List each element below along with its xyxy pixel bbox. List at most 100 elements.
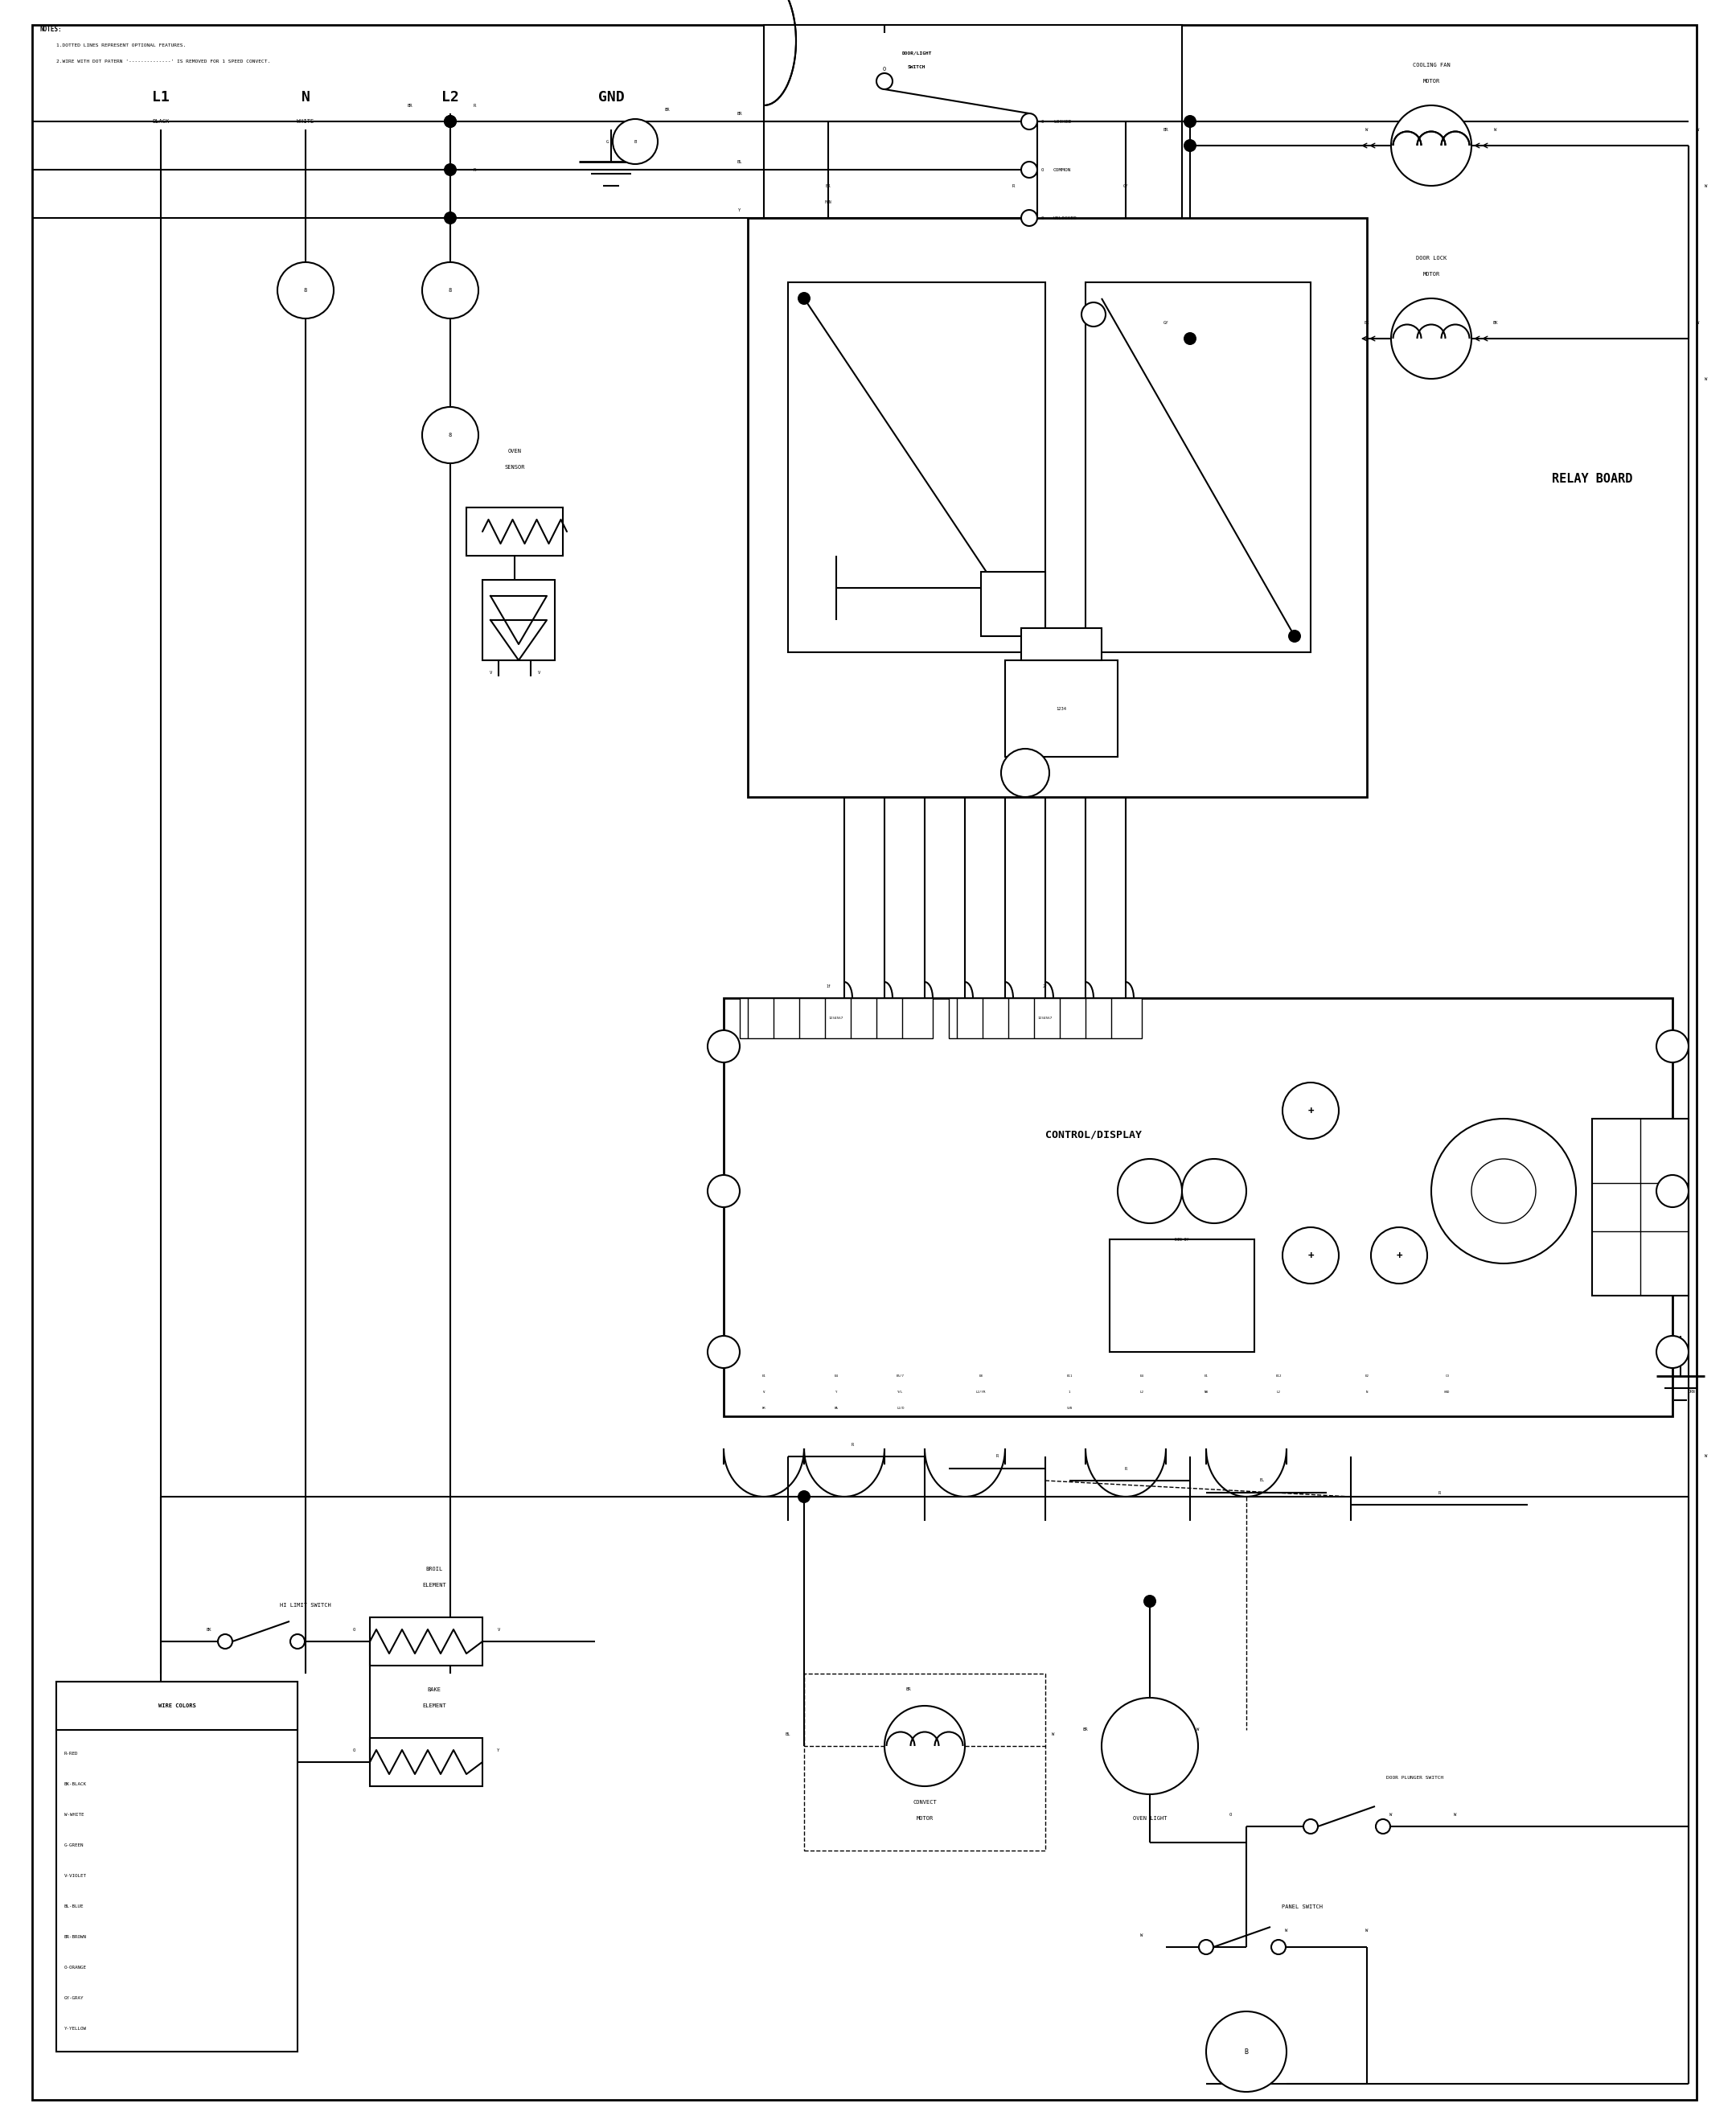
Circle shape (422, 408, 479, 463)
Text: W: W (1285, 1929, 1288, 1933)
Text: BL: BL (738, 159, 743, 164)
Text: GY: GY (1123, 185, 1128, 187)
Text: RELAY BOARD: RELAY BOARD (1552, 472, 1632, 484)
Text: E1: E1 (1205, 1374, 1208, 1378)
Text: CONVECT: CONVECT (913, 1799, 937, 1805)
Text: W: W (1141, 1933, 1142, 1937)
Text: Y-YELLOW: Y-YELLOW (64, 2026, 87, 2031)
Text: MOTOR: MOTOR (1424, 79, 1439, 83)
Bar (950, 998, 1142, 1039)
Circle shape (422, 261, 479, 319)
Text: R: R (851, 1442, 854, 1446)
Text: DOOR PLUNGER SWITCH: DOOR PLUNGER SWITCH (1387, 1776, 1444, 1780)
Text: Y: Y (496, 1748, 500, 1752)
Bar (1085, 282, 1311, 652)
Circle shape (219, 1633, 233, 1648)
Text: V-VIOLET: V-VIOLET (64, 1873, 87, 1878)
Circle shape (1021, 161, 1036, 178)
Text: W: W (1196, 1729, 1200, 1731)
Circle shape (1371, 1228, 1427, 1283)
Text: Y: Y (738, 208, 741, 212)
Text: V: V (496, 1627, 500, 1631)
Text: NB: NB (1205, 1391, 1208, 1393)
Text: GY: GY (1163, 321, 1168, 325)
Circle shape (1304, 1818, 1318, 1833)
Text: COMMON: COMMON (1054, 168, 1071, 172)
Circle shape (1021, 113, 1036, 130)
Text: O: O (1229, 1812, 1231, 1816)
Circle shape (1021, 210, 1036, 225)
Text: L1: L1 (153, 89, 170, 104)
Text: MOTOR: MOTOR (1424, 272, 1439, 276)
Text: R: R (1012, 185, 1014, 187)
Text: BR: BR (1163, 127, 1168, 132)
Text: CVB: CVB (1066, 1406, 1073, 1410)
Text: +: + (1396, 1251, 1403, 1262)
Text: G-GREEN: G-GREEN (64, 1844, 83, 1848)
Text: O: O (1042, 217, 1043, 221)
Text: CONTROL/DISPLAY: CONTROL/DISPLAY (1045, 1130, 1142, 1141)
Text: BR: BR (826, 185, 832, 187)
Text: E5/7: E5/7 (896, 1374, 904, 1378)
Bar (764, 25, 1182, 291)
Text: BA: BA (835, 1406, 838, 1410)
Circle shape (1283, 1083, 1338, 1138)
Circle shape (1430, 1119, 1576, 1264)
Text: HI LIMIT SWITCH: HI LIMIT SWITCH (279, 1604, 332, 1608)
Bar (1005, 661, 1118, 756)
Circle shape (444, 164, 457, 176)
Text: E4: E4 (1141, 1374, 1144, 1378)
Bar (748, 219, 1366, 796)
Text: N: N (1366, 1391, 1368, 1393)
Text: E2: E2 (1364, 1374, 1370, 1378)
Bar (467, 508, 562, 556)
Text: GRN: GRN (1689, 1389, 1696, 1393)
Circle shape (1184, 331, 1196, 344)
Text: R: R (1125, 1466, 1127, 1470)
Circle shape (884, 1706, 965, 1786)
Bar (483, 580, 556, 661)
Circle shape (1144, 1595, 1156, 1608)
Text: GND: GND (1444, 1391, 1450, 1393)
Text: L2/D: L2/D (898, 1406, 904, 1410)
Circle shape (444, 115, 457, 127)
Text: LOCKED: LOCKED (1054, 119, 1071, 123)
Circle shape (1182, 1160, 1246, 1223)
Text: BR: BR (762, 1406, 766, 1410)
Circle shape (1391, 297, 1472, 378)
Bar (56, 1682, 297, 1729)
Bar (740, 998, 932, 1039)
Text: BK: BK (207, 1627, 212, 1631)
Circle shape (877, 72, 892, 89)
Circle shape (1200, 1939, 1213, 1954)
Text: PANEL SWITCH: PANEL SWITCH (1283, 1905, 1323, 1909)
Text: Y/L: Y/L (898, 1391, 903, 1393)
Text: BR: BR (1083, 1729, 1088, 1731)
Bar (370, 1737, 483, 1786)
Text: 1: 1 (1068, 1391, 1071, 1393)
Circle shape (1184, 140, 1196, 153)
Text: V: V (490, 671, 491, 673)
Text: +: + (1307, 1104, 1314, 1115)
Circle shape (1118, 1160, 1182, 1223)
Text: BR: BR (906, 1689, 911, 1691)
Text: O: O (1042, 119, 1043, 123)
Circle shape (708, 1175, 740, 1206)
Text: O: O (352, 1748, 356, 1752)
Circle shape (1184, 115, 1196, 127)
Text: R: R (1437, 1491, 1441, 1495)
Text: BK: BK (1364, 321, 1370, 325)
Text: SENSOR: SENSOR (505, 465, 524, 469)
Text: W: W (1366, 127, 1368, 132)
Circle shape (1391, 106, 1472, 185)
Text: C3: C3 (1446, 1374, 1450, 1378)
Circle shape (1288, 629, 1300, 644)
Bar (1592, 1119, 1689, 1296)
Circle shape (708, 1336, 740, 1368)
Text: 2.WIRE WITH DOT PATERN '----·----·----' IS REMOVED FOR 1 SPEED CONVECT.: 2.WIRE WITH DOT PATERN '----·----·----' … (56, 59, 271, 64)
Circle shape (1271, 1939, 1286, 1954)
Text: E4: E4 (835, 1374, 838, 1378)
Text: BL: BL (785, 1731, 790, 1735)
Text: W-WHITE: W-WHITE (64, 1814, 83, 1818)
Text: 1234567: 1234567 (1038, 1017, 1052, 1020)
